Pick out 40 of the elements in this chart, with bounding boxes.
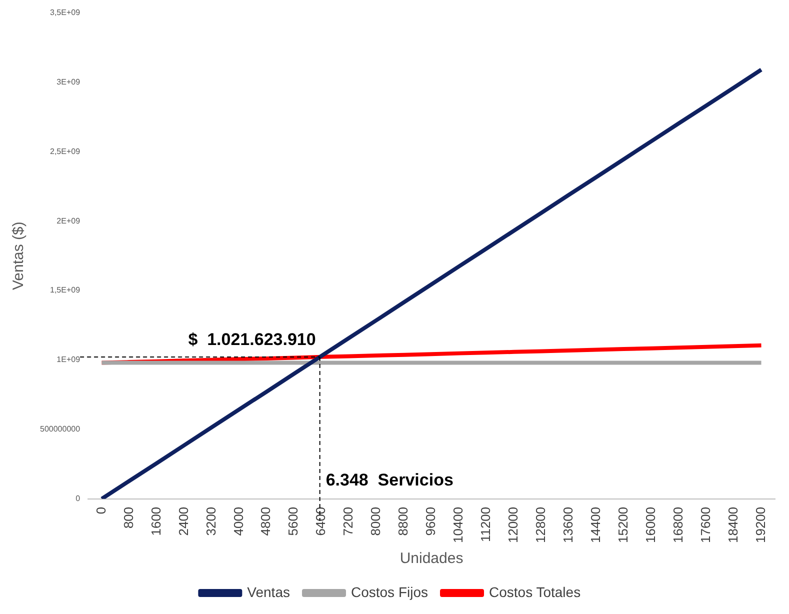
x-tick-label: 9600 — [423, 506, 438, 536]
x-tick-label: 8000 — [368, 506, 384, 536]
y-tick-label: 3E+09 — [56, 77, 81, 86]
y-axis-title: Ventas ($) — [10, 222, 28, 290]
y-tick-label: 500000000 — [40, 424, 81, 434]
x-tick-label: 1600 — [148, 506, 164, 536]
x-tick-label: 17600 — [698, 506, 713, 544]
y-tick-label: 2E+09 — [56, 216, 81, 226]
x-tick-label: 19200 — [752, 506, 768, 544]
x-axis-title: Unidades — [400, 550, 464, 568]
y-tick-label: 2,5E+09 — [50, 146, 81, 156]
x-tick-label: 16000 — [642, 506, 658, 544]
annotation: 6.348 Servicios — [326, 470, 454, 490]
x-tick-label: 5600 — [286, 506, 301, 536]
x-tick-label: 7200 — [340, 506, 356, 536]
x-tick-label: 4000 — [230, 506, 246, 536]
x-tick-label: 15200 — [615, 506, 630, 544]
x-tick-label: 12000 — [506, 506, 521, 544]
y-tick-label: 0 — [76, 494, 81, 504]
x-tick-label: 11200 — [478, 506, 494, 542]
y-tick-label: 3,5E+09 — [50, 8, 81, 18]
x-tick-label: 8800 — [396, 506, 411, 536]
ref-line-label: $ 1.021.623.910 — [188, 330, 316, 350]
x-tick-label: 12800 — [533, 506, 548, 544]
x-tick-label: 4800 — [258, 506, 274, 536]
x-tick-label: 16800 — [670, 506, 686, 544]
x-tick-label: 18400 — [725, 506, 740, 544]
x-tick-label: 13600 — [560, 506, 576, 544]
y-tick-label: 1E+09 — [56, 355, 81, 364]
x-tick-label: 6400 — [313, 506, 328, 536]
x-tick-label: 800 — [120, 506, 136, 529]
y-tick-label: 1,5E+09 — [50, 286, 81, 295]
x-tick-label: 3200 — [203, 506, 218, 536]
legend-label: Ventas — [247, 584, 290, 600]
legend-label: Costos Totales — [489, 584, 581, 600]
x-tick-label: 0 — [93, 506, 108, 514]
legend-label: Costos Fijos — [350, 584, 428, 600]
x-tick-label: 10400 — [450, 506, 466, 544]
x-tick-label: 2400 — [176, 506, 191, 536]
x-tick-label: 14400 — [588, 506, 603, 544]
